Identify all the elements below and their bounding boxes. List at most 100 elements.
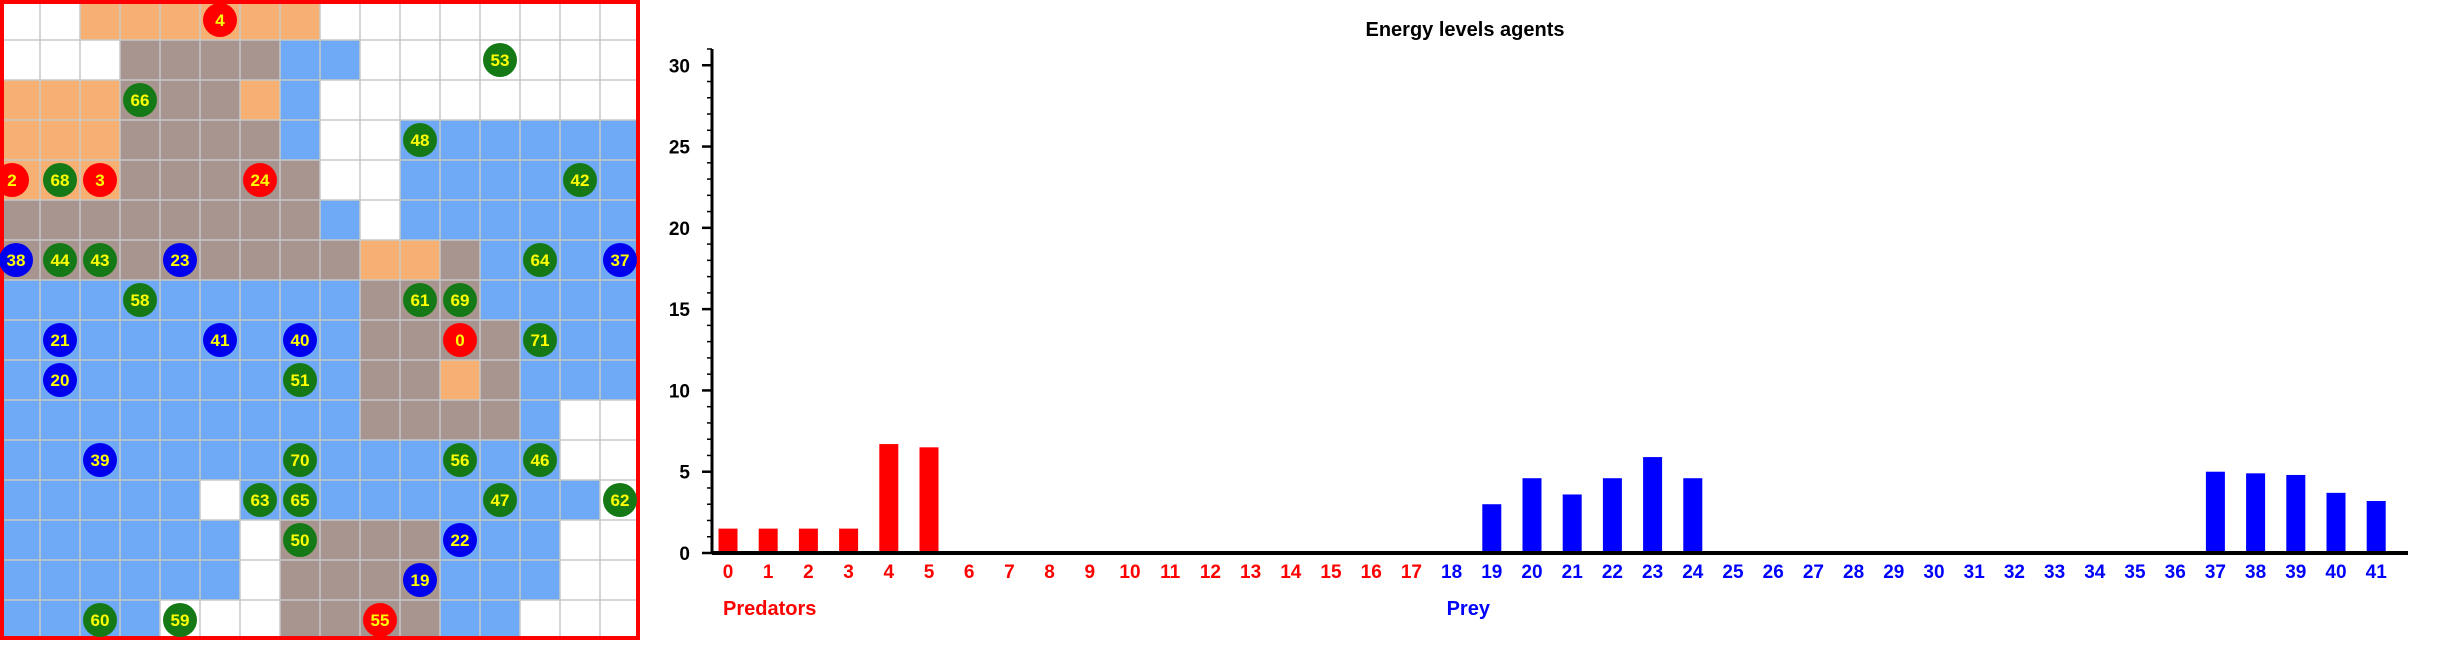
grid-cell [360, 320, 400, 360]
food-agent: 53 [483, 43, 517, 77]
agent-id-label: 53 [491, 51, 510, 70]
food-agent: 46 [523, 443, 557, 477]
x-tick-label: 20 [1521, 562, 1542, 583]
food-agent-marker [83, 243, 117, 277]
food-agent: 61 [403, 283, 437, 317]
grid-cell [480, 600, 520, 640]
grid-cell [80, 480, 120, 520]
agent-id-label: 55 [371, 611, 390, 630]
x-tick-label: 11 [1160, 562, 1181, 583]
grid-cell [160, 160, 200, 200]
prey-agent: 39 [83, 443, 117, 477]
prey-agent: 21 [43, 323, 77, 357]
y-tick-label: 5 [679, 463, 690, 484]
grid-cell [320, 400, 360, 440]
food-agent: 56 [443, 443, 477, 477]
grid-cell [440, 120, 480, 160]
predator-agent: 4 [203, 3, 237, 37]
food-agent-marker [83, 603, 117, 637]
y-tick-label: 0 [679, 544, 690, 565]
grid-cell [280, 120, 320, 160]
grid-cell [40, 200, 80, 240]
bar-agent-20 [1522, 478, 1542, 553]
agent-id-label: 56 [451, 451, 470, 470]
x-tick-label: 2 [803, 562, 814, 583]
agent-id-label: 50 [291, 531, 310, 550]
grid-cell [160, 120, 200, 160]
grid-cell [240, 120, 280, 160]
grid-cell [200, 360, 240, 400]
prey-agent: 20 [43, 363, 77, 397]
grid-cell [120, 240, 160, 280]
x-tick-label: 10 [1119, 562, 1140, 583]
agent-id-label: 21 [51, 331, 70, 350]
grid-cell [80, 400, 120, 440]
grid-cell [40, 120, 80, 160]
x-tick-label: 3 [843, 562, 854, 583]
bar-agent-39 [2286, 474, 2306, 553]
grid-cell [120, 560, 160, 600]
grid-cell [480, 400, 520, 440]
grid-cell [600, 360, 640, 400]
grid-cell [560, 480, 600, 520]
y-tick-label: 25 [669, 138, 691, 159]
food-agent-marker [283, 363, 317, 397]
grid-cell [280, 280, 320, 320]
agent-id-label: 48 [411, 131, 430, 150]
grid-cell [400, 320, 440, 360]
grid-cell [80, 0, 120, 40]
agent-id-label: 23 [171, 251, 190, 270]
grid-cell [80, 320, 120, 360]
grid-cell [80, 560, 120, 600]
grid-cell [600, 120, 640, 160]
grid-cell [160, 280, 200, 320]
grid-cell [480, 280, 520, 320]
grid-cell [160, 40, 200, 80]
x-tick-label: 19 [1481, 562, 1502, 583]
grid-cell [440, 240, 480, 280]
grid-cell [40, 80, 80, 120]
grid-cell [360, 560, 400, 600]
grid-cell [320, 440, 360, 480]
grid-cell [160, 360, 200, 400]
grid-cell [600, 280, 640, 320]
agent-id-label: 66 [131, 91, 150, 110]
bar-agent-40 [2326, 492, 2346, 553]
x-tick-label: 22 [1602, 562, 1623, 583]
grid-cell [160, 80, 200, 120]
grid-cell [320, 480, 360, 520]
food-agent-marker [283, 443, 317, 477]
grid-cell [240, 400, 280, 440]
grid-border [0, 0, 640, 640]
x-tick-label: 36 [2165, 562, 2186, 583]
grid-cell [520, 280, 560, 320]
grid-cell [120, 520, 160, 560]
predator-agent-marker [443, 323, 477, 357]
grid-cell [400, 200, 440, 240]
grid-cell [0, 200, 40, 240]
grid-cell [520, 200, 560, 240]
grid-cell [0, 320, 40, 360]
grid-cell [120, 200, 160, 240]
grid-cell [320, 520, 360, 560]
agent-id-label: 71 [531, 331, 550, 350]
food-agent-marker [123, 283, 157, 317]
grid-cell [600, 200, 640, 240]
grid-cell [480, 200, 520, 240]
food-agent-marker [243, 483, 277, 517]
grid-cell [0, 480, 40, 520]
x-tick-label: 14 [1280, 562, 1302, 583]
grid-cell [280, 160, 320, 200]
x-tick-label: 34 [2084, 562, 2106, 583]
group-label-predators: Predators [723, 598, 816, 620]
x-tick-label: 37 [2205, 562, 2226, 583]
grid-cell [480, 120, 520, 160]
chart-title: Energy levels agents [1366, 19, 1565, 41]
x-tick-label: 15 [1320, 562, 1342, 583]
grid-cell [400, 400, 440, 440]
x-tick-label: 27 [1803, 562, 1824, 583]
x-tick-label: 24 [1682, 562, 1704, 583]
prey-agent: 41 [203, 323, 237, 357]
x-tick-label: 31 [1964, 562, 1986, 583]
grid-cell [400, 240, 440, 280]
